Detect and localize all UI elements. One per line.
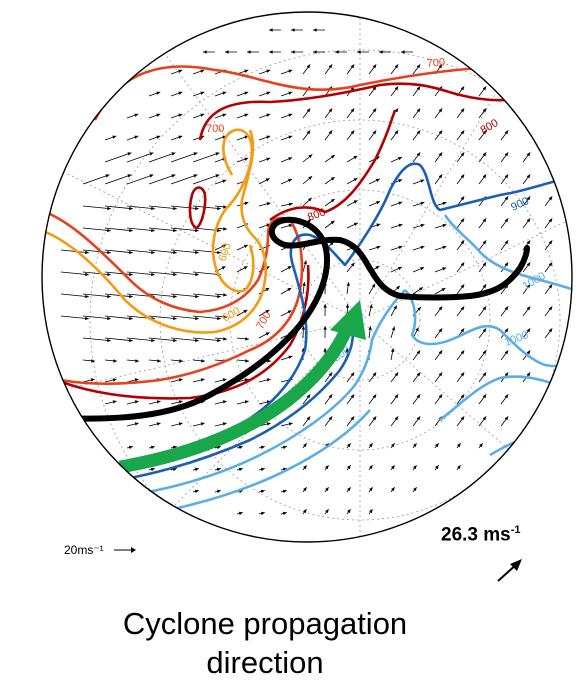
speed-label: 26.3 ms-1 — [441, 524, 521, 546]
caption-line-2: direction — [206, 645, 324, 680]
contour-blue-800 — [79, 319, 354, 487]
contour-label-red-4: 700 — [254, 310, 274, 332]
contour-lightblue-1000-a — [89, 289, 406, 502]
caption-line-1: Cyclone propagation — [122, 606, 408, 641]
speed-value: 26.3 ms — [441, 524, 511, 546]
contour-label-orange-3: 800 — [72, 36, 92, 58]
polar-map: 700 700 800 700 800 600 600 800 500 900 … — [41, 11, 573, 543]
map-boundary — [41, 11, 573, 543]
contour-darkred-800-center — [269, 109, 397, 222]
speed-vector-arrow — [497, 559, 522, 582]
front-line — [55, 216, 530, 422]
contour-label-blue-2: 1000 — [521, 270, 548, 293]
contour-darkred-closed — [188, 186, 207, 230]
contour-darkred-800-north — [198, 82, 561, 141]
propagation-arrow — [118, 300, 366, 474]
contour-label-red-3: 800 — [479, 117, 501, 137]
contour-red-700-north — [93, 56, 572, 121]
reference-vector-label: 20ms⁻¹ — [64, 543, 104, 557]
contour-orange-600-outer — [42, 129, 268, 334]
contour-label-red-1: 700 — [426, 56, 445, 70]
contour-lightblue-1000-c — [443, 214, 572, 297]
contour-label-orange-1: 600 — [217, 242, 235, 263]
contour-label-yellow-1: 500 — [50, 92, 68, 113]
reference-vector-arrow — [114, 547, 136, 553]
contour-lightblue-east — [439, 375, 572, 422]
wind-vectors — [60, 28, 553, 516]
contour-lightblue-east2 — [489, 426, 571, 457]
contour-orange-600-loop — [211, 128, 255, 293]
speed-unit-exponent: -1 — [510, 524, 521, 536]
contour-lightblue-1000-b — [404, 289, 572, 368]
contour-label-red-2: 700 — [206, 123, 224, 135]
contour-label-red-5: 800 — [306, 206, 327, 224]
